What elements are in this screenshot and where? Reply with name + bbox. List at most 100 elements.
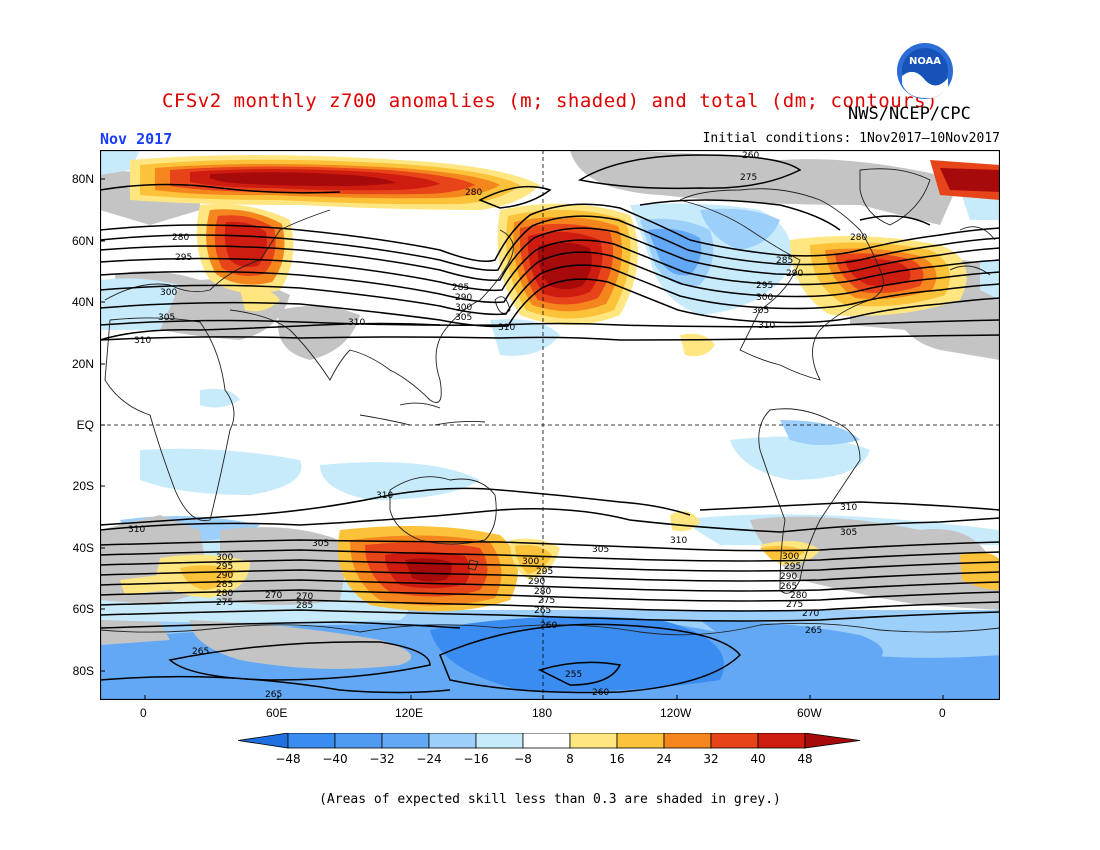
lat-label: EQ [76,418,94,432]
forecast-month: Nov 2017 [100,130,173,148]
lon-label: 60W [797,706,822,720]
colorbar-arrow-left [237,732,289,749]
contour-label: 290 [780,572,797,582]
colorbar: −48 −40 −32 −24 −16 −8 8 16 24 32 40 48 [237,732,862,771]
lat-label: 20S [72,479,94,493]
contour-label: 285 [216,580,233,590]
contour-label: 280 [216,589,233,599]
contour-label: 260 [540,621,557,631]
contour-label: 270 [296,592,313,602]
contour-label: 295 [536,567,553,577]
sh-anomaly-shading [100,420,1000,700]
lon-label: 120E [395,706,424,720]
contour-label: 295 [784,562,801,572]
lat-label: 20N [71,357,94,371]
contour-label: 275 [786,600,803,610]
logo-text: NOAA [909,56,941,67]
contour-label: 265 [534,606,551,616]
contour-label: 265 [192,647,209,657]
contour-label: 310 [376,491,393,501]
noaa-logo: NOAA [896,42,954,100]
contour-label: 310 [840,503,857,513]
contour-label: 280 [790,591,807,601]
contour-label: 275 [216,598,233,608]
colorbar-label: −48 [275,752,300,766]
lat-label: 60S [72,602,94,616]
organization-label: NWS/NCEP/CPC [848,104,971,124]
colorbar-label: −24 [416,752,441,766]
contour-label: 265 [265,690,282,700]
contour-label: 285 [776,256,793,266]
latitude-axis: 80N 60N 40N 20N EQ 20S 40S 60S 80S [56,150,96,710]
contour-label: 305 [312,539,329,549]
contour-label: 280 [172,233,189,243]
colorbar-label: 40 [750,752,765,766]
contour-label: 290 [786,269,803,279]
colorbar-label: 24 [656,752,671,766]
contour-label: 300 [455,303,472,313]
contour-label: 285 [296,601,313,611]
contour-label: 305 [840,528,857,538]
contour-label: 275 [538,596,555,606]
contour-label: 305 [752,306,769,316]
contour-label: 300 [522,557,539,567]
contour-label: 270 [802,609,819,619]
contour-label: 310 [670,536,687,546]
contour-label: 260 [742,151,759,161]
contour-label: 305 [158,313,175,323]
colorbar-arrow-right [804,732,861,749]
colorbar-label: 48 [797,752,812,766]
contour-label: 295 [756,281,773,291]
lat-label: 80N [71,172,94,186]
initial-conditions: Initial conditions: 1Nov2017–10Nov2017 [702,131,1000,146]
lon-label: 180 [532,706,553,720]
contour-label: 310 [128,525,145,535]
contour-label: 270 [265,591,282,601]
skill-note: (Areas of expected skill less than 0.3 a… [319,792,781,807]
contour-labels: 280 295 300 305 310 280 285 290 300 305 … [128,151,867,700]
contour-label: 290 [528,577,545,587]
lon-label: 0 [939,706,946,720]
colorbar-label: 32 [703,752,718,766]
contour-label: 260 [592,688,609,698]
colorbar-label: 8 [566,752,574,766]
contour-label: 300 [160,288,177,298]
reference-lines [100,150,1000,700]
contour-label: 295 [216,562,233,572]
lat-label: 40N [71,295,94,309]
lat-label: 80S [72,664,94,678]
colorbar-label: 16 [609,752,624,766]
contour-label: 265 [805,626,822,636]
contour-label: 295 [175,253,192,263]
contour-label: 305 [455,313,472,323]
contour-label: 300 [782,552,799,562]
longitude-axis: 0 60E 120E 180 120W 60W 0 [100,706,1000,724]
contour-label: 275 [740,173,757,183]
colorbar-label: −40 [322,752,347,766]
contour-label: 255 [565,670,582,680]
lon-label: 0 [140,706,147,720]
colorbar-label: −32 [369,752,394,766]
lon-label: 60E [266,706,288,720]
contour-label: 290 [216,571,233,581]
anomaly-map: 280 295 300 305 310 280 285 290 300 305 … [99,149,1001,701]
contour-label: 310 [498,323,515,333]
contour-label: 280 [850,233,867,243]
contour-label: 300 [756,293,773,303]
contour-label: 305 [592,545,609,555]
map-frame [99,149,1001,701]
contour-label: 300 [216,553,233,563]
lat-label: 40S [72,541,94,555]
lon-label: 120W [660,706,692,720]
lat-label: 60N [71,234,94,248]
contour-label: 280 [465,188,482,198]
height-contours [99,154,1001,694]
contour-label: 310 [758,321,775,331]
contour-label: 285 [452,283,469,293]
coastlines [99,168,1001,636]
contour-label: 290 [455,293,472,303]
colorbar-label: −8 [514,752,532,766]
contour-label: 265 [780,582,797,592]
map-title: CFSv2 monthly z700 anomalies (m; shaded)… [161,90,939,112]
contour-label: 310 [348,318,365,328]
